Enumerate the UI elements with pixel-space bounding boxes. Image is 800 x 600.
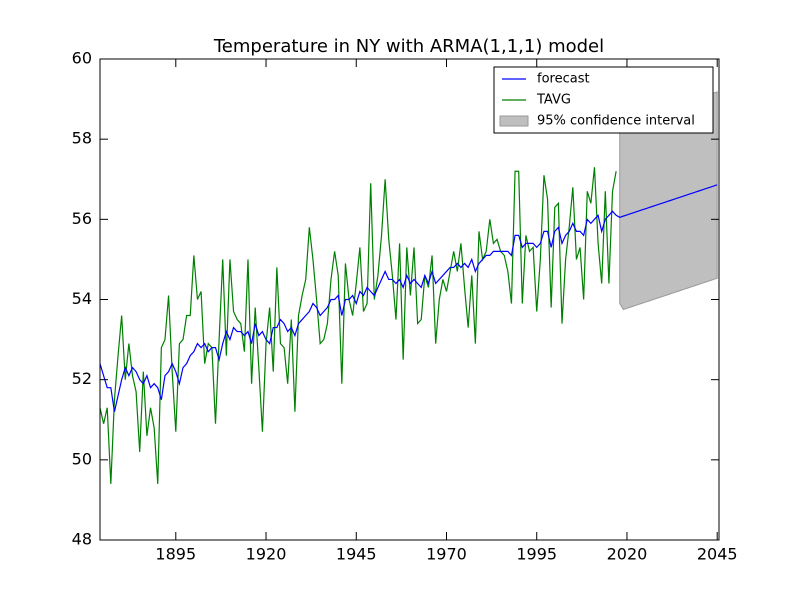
y-tick-label: 52 <box>72 369 92 388</box>
x-tick-label: 1920 <box>246 545 287 564</box>
legend-swatch <box>499 115 529 127</box>
legend-box <box>493 66 714 134</box>
y-tick-label: 60 <box>72 49 92 68</box>
legend: forecast TAVG 95% confidence interval <box>493 66 714 134</box>
x-tick-label: 1895 <box>155 545 196 564</box>
y-tick-label: 54 <box>72 289 92 308</box>
x-tick-label: 1945 <box>336 545 377 564</box>
y-tick-label: 48 <box>72 530 92 549</box>
x-tick-label: 2045 <box>697 545 738 564</box>
series-line <box>100 167 617 484</box>
x-tick-label: 2020 <box>607 545 648 564</box>
legend-label: forecast <box>537 72 590 87</box>
y-tick-label: 56 <box>72 209 92 228</box>
x-tick-label: 1995 <box>516 545 557 564</box>
series-line <box>100 184 718 412</box>
chart-title: Temperature in NY with ARMA(1,1,1) model <box>213 36 604 57</box>
y-tick-label: 58 <box>72 129 92 148</box>
x-tick-label: 1970 <box>426 545 467 564</box>
legend-label: 95% confidence interval <box>537 114 695 129</box>
legend-label: TAVG <box>536 93 571 108</box>
y-tick-label: 50 <box>72 449 92 468</box>
